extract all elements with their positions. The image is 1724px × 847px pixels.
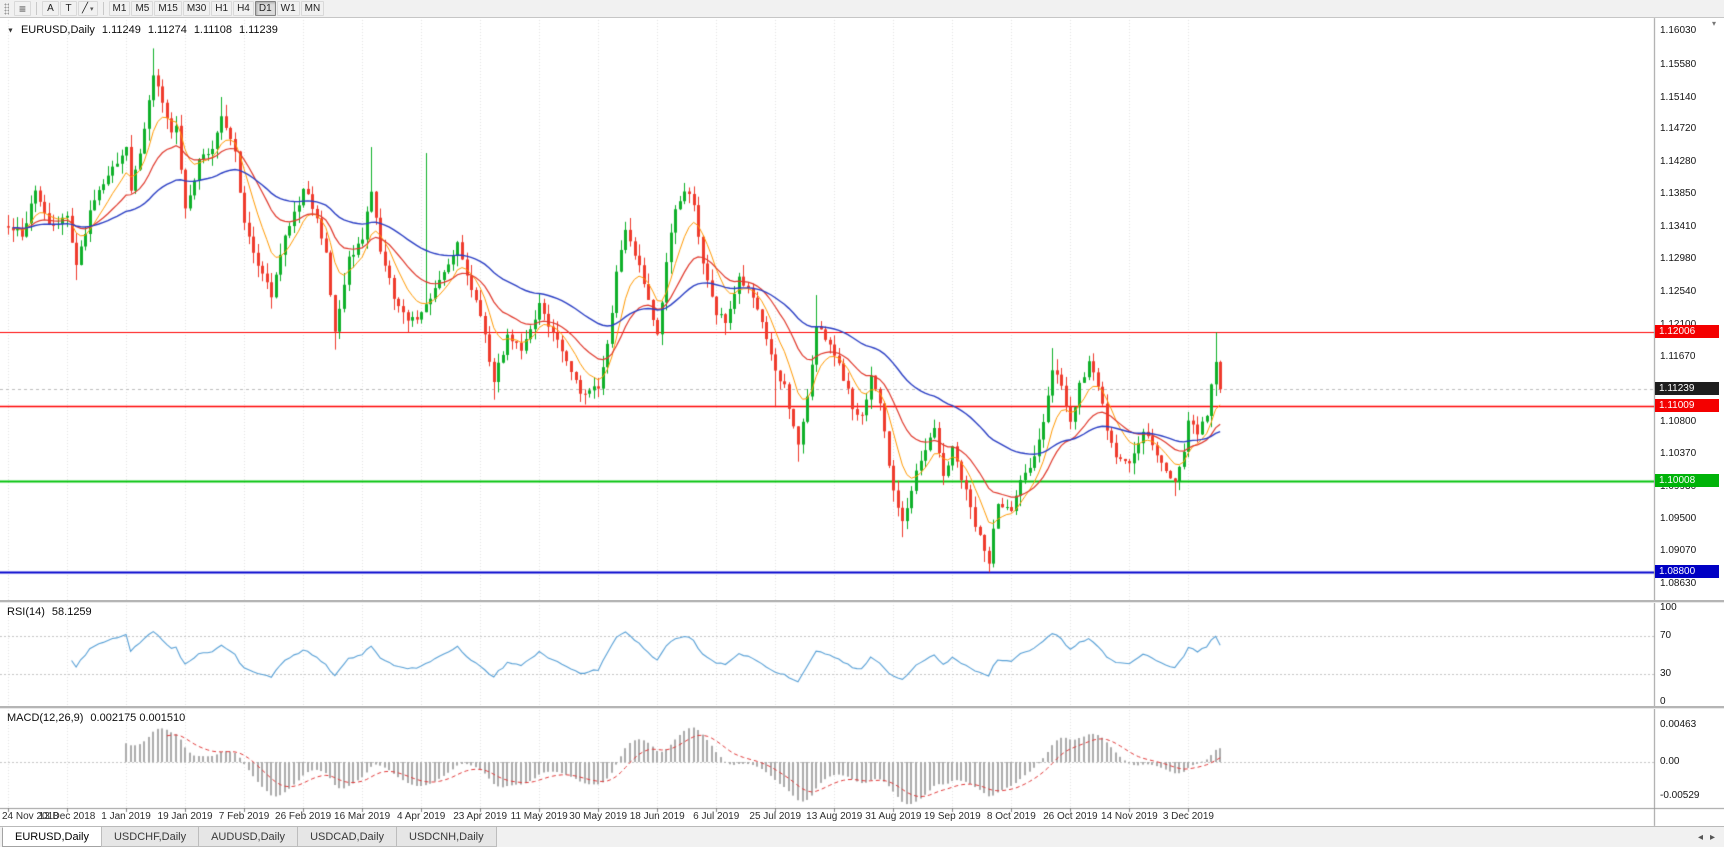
text-tool-button[interactable]: T: [60, 1, 77, 16]
price-tick-label: 1.12540: [1660, 286, 1697, 298]
price-level-badge: 1.12006: [1655, 324, 1719, 338]
pane-divider[interactable]: [0, 600, 1724, 603]
date-axis-label: 4 Apr 2019: [396, 811, 446, 822]
rsi-label: RSI(14): [7, 606, 45, 618]
price-tick-label: 1.10800: [1660, 416, 1697, 428]
price-tick-label: 1.12980: [1660, 253, 1697, 265]
rsi-axis-label: 70: [1660, 630, 1672, 642]
rsi-header: RSI(14) 58.1259: [7, 606, 92, 618]
price-axis[interactable]: 1.16030 1.15580 1.15140 1.14720 1.14280 1.138…: [1655, 18, 1724, 808]
price-tick-label: 1.08630: [1660, 578, 1697, 590]
price-tick-label: 1.09070: [1660, 545, 1697, 557]
price-tick-label: 1.12100: [1660, 319, 1696, 330]
price-scale-arrow-icon: ▾: [1712, 19, 1717, 28]
chart-tab-usdchf[interactable]: USDCHF,Daily: [100, 827, 200, 847]
price-tick-label: 1.10370: [1660, 448, 1697, 460]
top-toolbar: ≡ A T ╱ ▾ M1 M5 M15 M30 H1 H4 D1 W1 MN: [0, 0, 1724, 18]
price-level-badge: 1.10008: [1655, 474, 1719, 488]
macd-header: MACD(12,26,9) 0.002175 0.001510: [7, 712, 185, 724]
ohlc-low: 1.11108: [193, 24, 232, 36]
price-tick-label: 1.14280: [1660, 156, 1697, 168]
macd-label: MACD(12,26,9): [7, 712, 84, 724]
date-axis-label: 24 Nov 2018: [2, 811, 59, 822]
timeframe-button-mn[interactable]: MN: [300, 1, 325, 16]
date-axis-label: 6 Jul 2019: [693, 811, 740, 822]
toolbar-separator: [102, 2, 104, 15]
date-axis-label: 13 Aug 2019: [806, 811, 863, 822]
date-axis-label: 26 Feb 2019: [275, 811, 332, 822]
date-axis-label: 11 May 2019: [510, 811, 568, 822]
timeframe-group: M1 M5 M15 M30 H1 H4 D1 W1 MN: [108, 1, 325, 16]
date-axis-label: 19 Jan 2019: [157, 811, 213, 822]
timeframe-button-m5[interactable]: M5: [131, 1, 154, 16]
ohlc-close: 1.11239: [238, 24, 278, 36]
chart-tab-usdcnh[interactable]: USDCNH,Daily: [396, 827, 497, 847]
date-axis-label: 13 Dec 2018: [38, 811, 96, 822]
symbol-dropdown-icon[interactable]: ▼: [7, 27, 14, 34]
rsi-axis-label: 100: [1660, 602, 1677, 613]
price-tick-label: 1.13410: [1660, 221, 1697, 233]
macd-axis-label: 0.00: [1660, 756, 1680, 767]
chevron-down-icon: ▾: [90, 5, 94, 13]
timeframe-button-m15[interactable]: M15: [154, 1, 182, 16]
price-tick-label: 1.16030: [1660, 25, 1697, 37]
tab-scroll-arrows: ◂ ▸: [1689, 827, 1724, 847]
macd-value: 0.002175 0.001510: [90, 712, 186, 724]
macd-axis-label: 0.00463: [1660, 719, 1697, 731]
date-axis-label: 7 Feb 2019: [218, 811, 270, 822]
price-tick-label: 1.15140: [1660, 91, 1697, 103]
tab-scroll-right-icon[interactable]: ▸: [1709, 831, 1715, 843]
chart-tab-audusd[interactable]: AUDUSD,Daily: [198, 827, 299, 847]
date-axis-label: 19 Sep 2019: [923, 811, 981, 822]
rsi-axis-label: 30: [1660, 667, 1672, 679]
symbol-label: EURUSD,Daily: [20, 24, 95, 36]
ohlc-open: 1.11249: [101, 24, 141, 36]
price-level-badge: 1.08800: [1655, 564, 1719, 578]
price-tick-label: 1.14720: [1660, 123, 1697, 135]
chart-tab-bar: EURUSD,Daily USDCHF,Daily AUDUSD,Daily USDC…: [0, 826, 1724, 847]
price-level-badge: 1.11239: [1655, 382, 1719, 396]
tab-scroll-left-icon[interactable]: ◂: [1697, 831, 1703, 843]
toolbar-drag-handle[interactable]: [4, 2, 9, 15]
date-axis-label: 8 Oct 2019: [986, 811, 1036, 822]
toolbar-separator: [36, 2, 37, 15]
charts-list-icon[interactable]: ≡: [14, 1, 31, 16]
rsi-axis-label: 0: [1660, 696, 1666, 707]
chart-title: ▼ EURUSD,Daily 1.11249 1.11274 1.11108 1…: [7, 24, 278, 36]
timeframe-button-h4[interactable]: H4: [233, 1, 254, 16]
date-axis-label: 26 Oct 2019: [1043, 811, 1098, 822]
timeframe-button-d1[interactable]: D1: [254, 1, 276, 16]
date-axis-label: 30 May 2019: [569, 811, 628, 822]
date-axis-label: 16 Mar 2019: [334, 811, 391, 822]
price-level-badge: 1.11009: [1655, 399, 1719, 413]
date-axis-label: 3 Dec 2019: [1162, 811, 1214, 822]
cursor-tool-button[interactable]: A: [42, 1, 59, 16]
price-tick-label: 1.15580: [1660, 58, 1697, 70]
timeframe-button-w1[interactable]: W1: [276, 1, 300, 16]
date-axis-label: 14 Nov 2019: [1101, 811, 1158, 822]
date-axis-label: 1 Jan 2019: [101, 811, 151, 822]
chart-tab-usdcad[interactable]: USDCAD,Daily: [297, 827, 398, 847]
date-axis-label: 25 Jul 2019: [749, 811, 802, 822]
timeframe-button-m1[interactable]: M1: [108, 1, 131, 16]
pane-divider[interactable]: [0, 706, 1724, 709]
price-tick-label: 1.09500: [1660, 513, 1697, 525]
date-axis[interactable]: 24 Nov 2018 13 Dec 2018 1 Jan 2019 19 Jan 2…: [0, 810, 1655, 826]
date-axis-label: 31 Aug 2019: [865, 811, 922, 822]
rsi-value: 58.1259: [51, 606, 92, 618]
price-tick-label: 1.13850: [1660, 188, 1697, 200]
draw-tools-button[interactable]: ╱ ▾: [78, 1, 98, 16]
date-axis-label: 23 Apr 2019: [453, 811, 508, 822]
chart-tab-eurusd[interactable]: EURUSD,Daily: [2, 827, 102, 847]
chart-tabs: EURUSD,Daily USDCHF,Daily AUDUSD,Daily USDC…: [0, 827, 497, 847]
macd-axis-label: -0.00529: [1660, 790, 1700, 801]
trendline-icon: ╱: [82, 3, 89, 14]
timeframe-button-h1[interactable]: H1: [211, 1, 233, 16]
timeframe-button-m30[interactable]: M30: [182, 1, 211, 16]
date-axis-label: 18 Jun 2019: [629, 811, 685, 822]
ohlc-high: 1.11274: [147, 24, 187, 36]
price-tick-label: 1.11670: [1660, 351, 1696, 363]
